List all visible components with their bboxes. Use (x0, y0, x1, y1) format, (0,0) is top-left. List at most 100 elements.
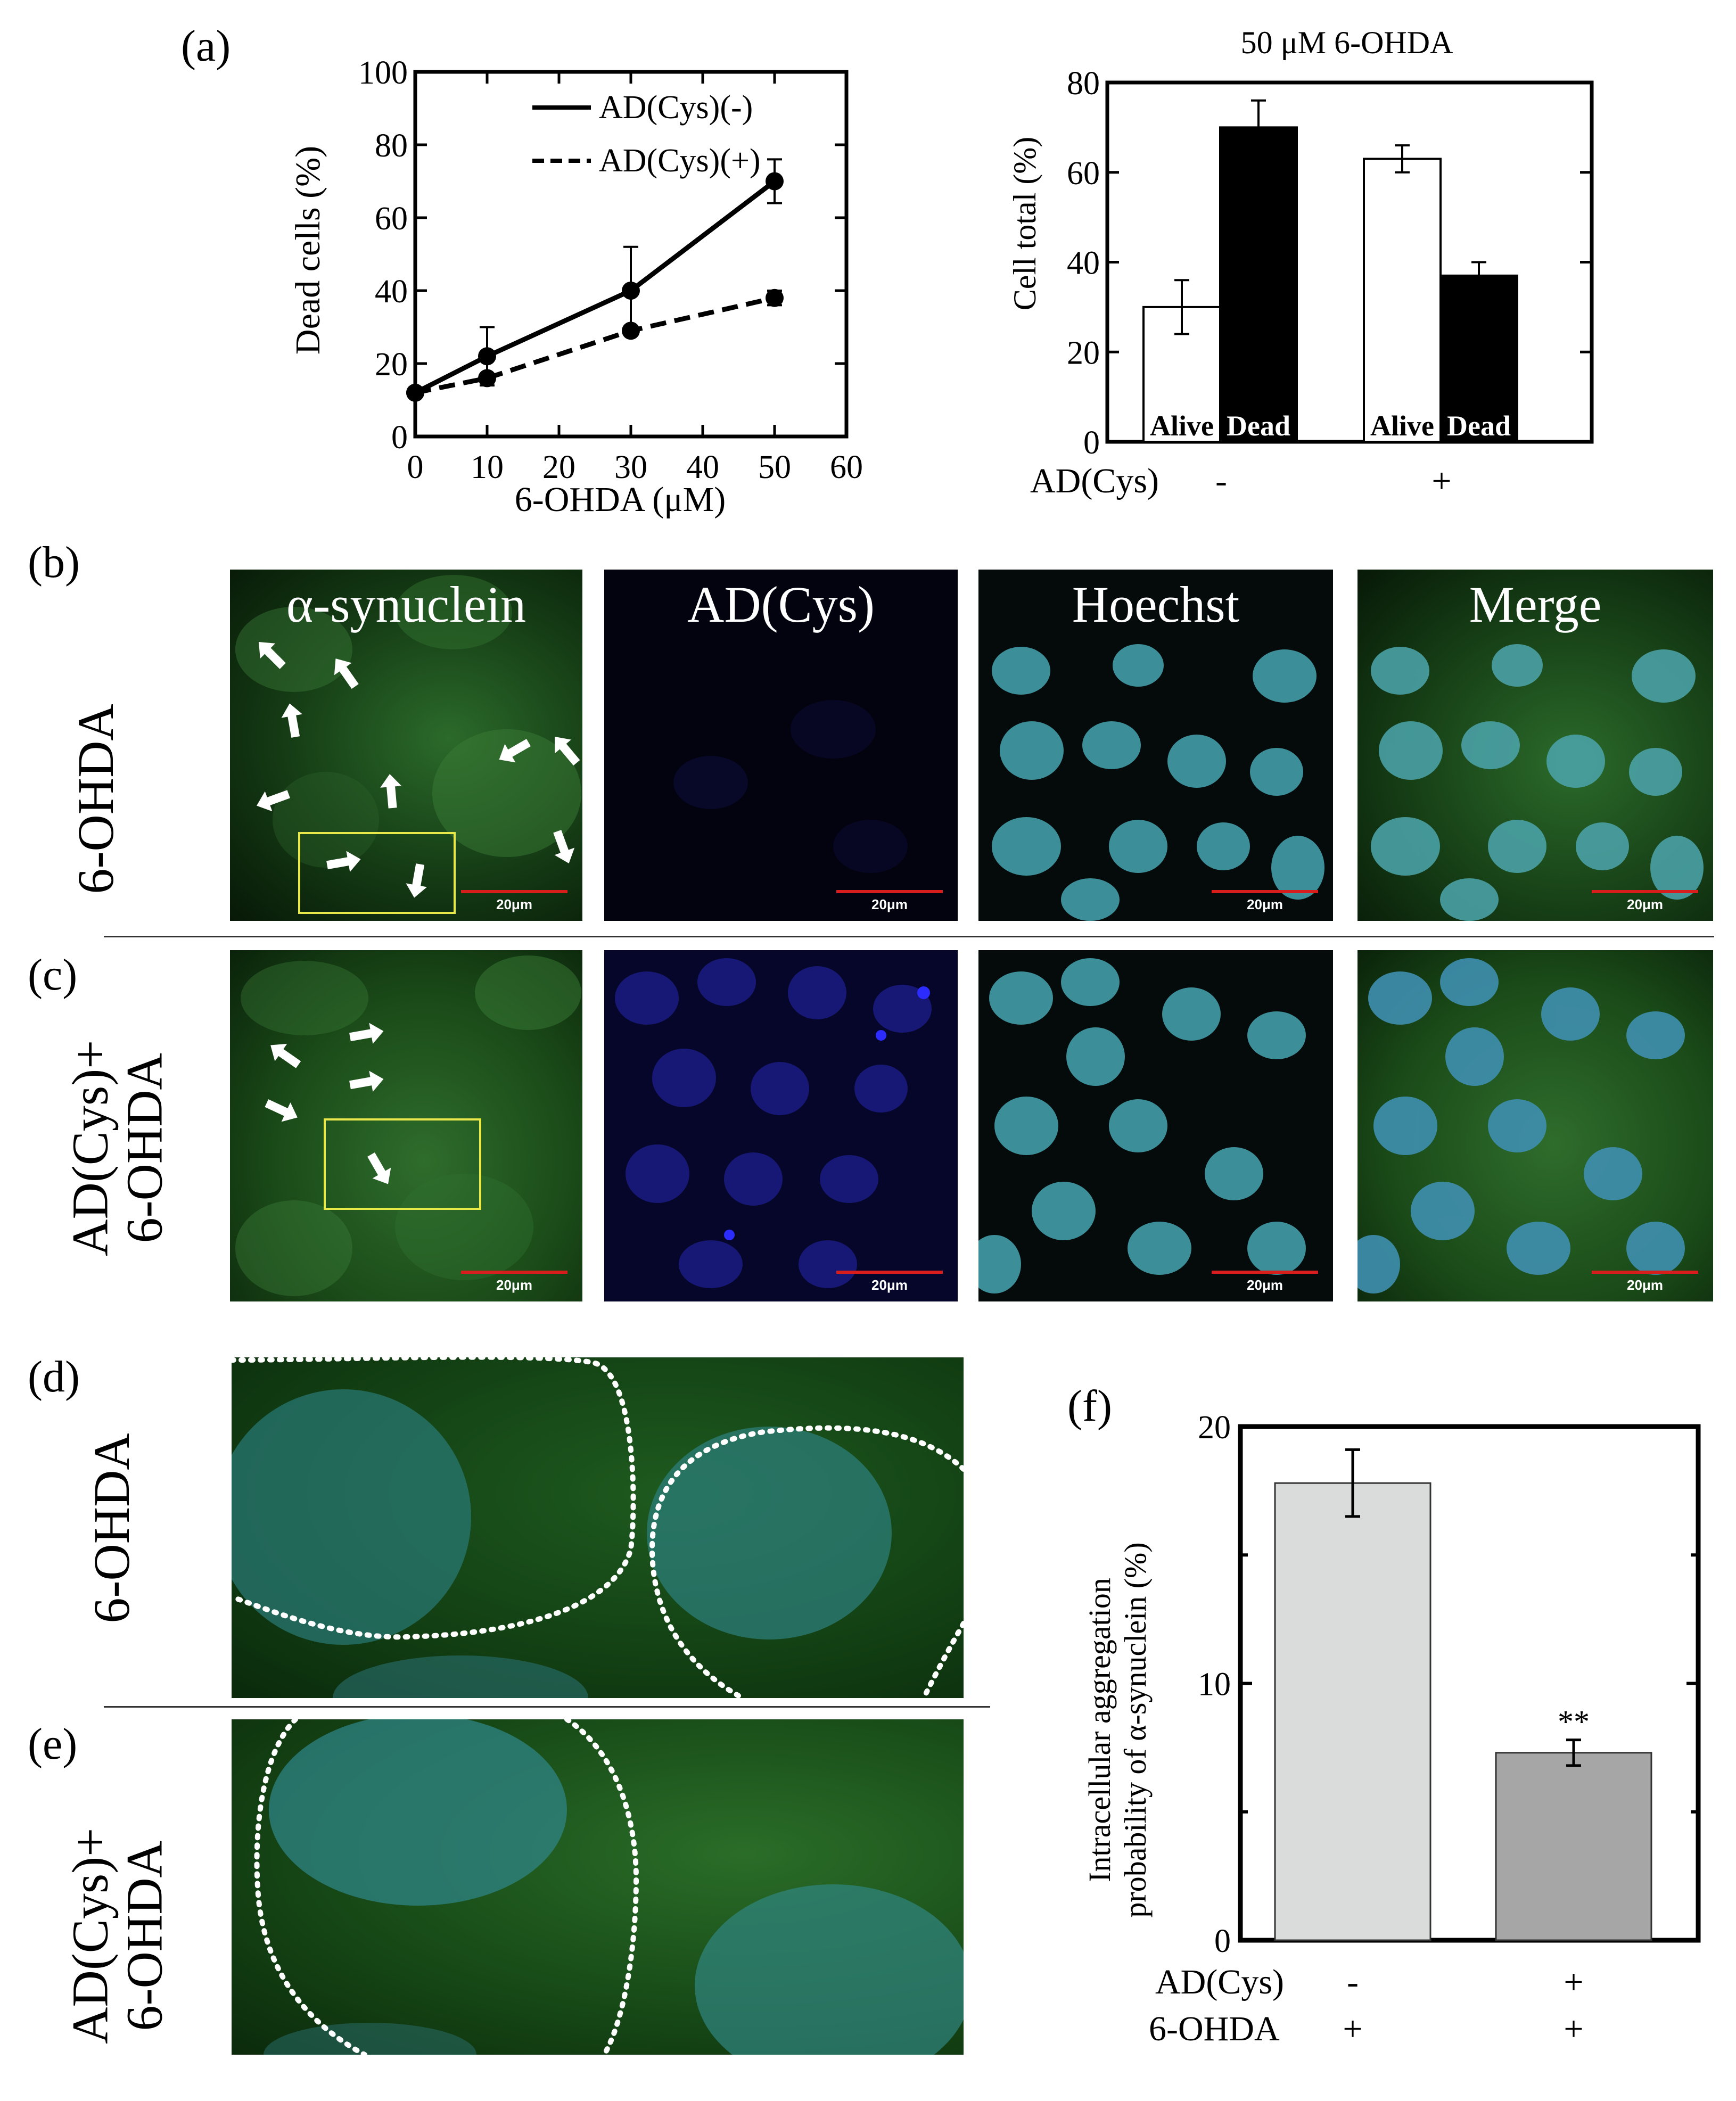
arrow-icon (265, 1099, 298, 1122)
y-tick-label: 10 (1198, 1667, 1231, 1703)
scale-bar: 20μm (461, 890, 567, 914)
y-tick-label: 20 (1198, 1410, 1231, 1446)
x-tick-label: 60 (830, 449, 863, 485)
row-label-c-line2: 6-OHDA (116, 1053, 172, 1243)
cell-detail (232, 1357, 964, 1698)
row-label-e-line2: 6-OHDA (116, 1841, 172, 2031)
bars-group: ** (1274, 1448, 1652, 1941)
y-tick-label: 60 (1067, 155, 1100, 192)
data-point (478, 369, 496, 388)
zoom-d-image (232, 1357, 964, 1698)
bars-group: Alive Dead Alive Dead (1142, 99, 1518, 443)
chart-axes (1105, 80, 1594, 444)
x-axis-label: 6-OHDA (μM) (515, 480, 726, 519)
bar-label: Alive (1370, 410, 1434, 442)
category-signs: - + + + (1343, 1963, 1583, 2048)
nuclei (1371, 644, 1704, 921)
arrow-icon (349, 1070, 384, 1092)
scale-bar: 20μm (1592, 1271, 1698, 1295)
bar-dead (1439, 274, 1518, 443)
chart-title: 50 μM 6-OHDA (1241, 25, 1453, 60)
y-axis-label-line1: Intracellular aggregation (1086, 1578, 1117, 1882)
row-label-d: 6-OHDA (83, 1416, 141, 1640)
series-adcys-minus (406, 158, 784, 402)
tick-labels: 0 20 40 60 80 100 0 10 20 30 40 50 60 (358, 55, 863, 485)
micro-title: Merge (1469, 576, 1602, 633)
arrow-icon (499, 739, 531, 763)
adcys-sign: + (1564, 1963, 1583, 2001)
y-axis-label-line2: probability of α-synuclein (%) (1118, 1542, 1153, 1917)
arrow-icon (270, 1043, 301, 1068)
panel-label-d: (d) (28, 1352, 80, 1402)
legend-entry: AD(Cys)(-) (599, 89, 753, 126)
y-axis-label: Cell total (%) (1007, 137, 1042, 311)
data-point (478, 347, 496, 366)
scale-bar: 20μm (461, 1271, 567, 1295)
row-label-b: 6-OHDA (67, 661, 125, 937)
scale-bar: 20μm (836, 1271, 943, 1295)
bar-label: Dead (1227, 410, 1290, 442)
legend: AD(Cys)(-) AD(Cys)(+) (532, 89, 761, 179)
arrow-icon (555, 736, 580, 766)
bar (1495, 1752, 1652, 1941)
zoom-e-image (232, 1719, 964, 2055)
row-label-b-text: 6-OHDA (67, 704, 125, 894)
panel-label-a: (a) (181, 21, 231, 71)
x-tick-label: 30 (614, 449, 647, 485)
group-plus-label: + (1431, 462, 1451, 500)
data-point (766, 289, 784, 307)
y-tick-label: 40 (375, 274, 408, 310)
y-tick-label: 80 (1067, 65, 1100, 102)
significance-annotation: ** (1558, 1704, 1590, 1740)
row-divider (104, 1706, 990, 1708)
y-tick-label: 60 (375, 201, 408, 237)
arrow-icon (334, 658, 359, 689)
scale-bar: 20μm (1592, 890, 1698, 914)
bar-label: Dead (1447, 410, 1511, 442)
micro-c-alpha-synuclein: 20μm (230, 950, 582, 1301)
x-tick-label: 40 (686, 449, 719, 485)
nuclei (992, 644, 1324, 921)
arrow-icon (326, 851, 361, 872)
y-tick-label: 0 (391, 419, 408, 456)
panel-label-f: (f) (1067, 1381, 1112, 1431)
y-tick-label: 80 (375, 128, 408, 164)
row-label-c-line1: AD(Cys)+ (61, 1040, 119, 1256)
region-box (324, 1118, 481, 1210)
series-line (415, 295, 776, 396)
series-adcys-plus (406, 289, 784, 402)
row-divider (104, 936, 1714, 937)
scale-bar: 20μm (1212, 890, 1318, 914)
arrow-icon (349, 1023, 384, 1044)
micro-c-adcys: 20μm (604, 950, 958, 1301)
arrow-icon (380, 774, 402, 809)
y-tick-label: 40 (1067, 245, 1100, 282)
arrow-icon (367, 1152, 391, 1184)
arrow-icon (257, 790, 290, 812)
legend-entry: AD(Cys)(+) (599, 143, 761, 179)
chart-axes (413, 70, 849, 439)
data-point (766, 172, 784, 191)
micro-title: α-synuclein (286, 576, 526, 633)
micro-title: Hoechst (1072, 576, 1240, 633)
arrow-icon (553, 830, 575, 863)
arrow-icon (406, 863, 427, 898)
row-label-d-text: 6-OHDA (83, 1433, 141, 1624)
row-label-adcys: AD(Cys) (1155, 1963, 1284, 2001)
row-label-6ohda: 6-OHDA (1149, 2009, 1280, 2048)
micro-title: AD(Cys) (687, 576, 875, 633)
micro-b-merge: Merge 20μm (1357, 570, 1713, 921)
group-minus-label: - (1215, 462, 1227, 500)
tick-labels: 0 20 40 60 80 (1067, 65, 1100, 461)
nuclei (978, 958, 1306, 1293)
x-tick-label: 20 (542, 449, 575, 485)
cell-detail (254, 1719, 964, 2055)
panel-label-c: (c) (28, 950, 78, 1000)
micro-b-alpha-synuclein: α-synuclein 20μm (230, 570, 582, 921)
data-point (622, 282, 640, 300)
panel-label-e: (e) (28, 1719, 78, 1769)
micro-c-hoechst: 20μm (978, 950, 1333, 1301)
y-axis-label: Dead cells (%) (289, 146, 327, 355)
scale-bar: 20μm (836, 890, 943, 914)
